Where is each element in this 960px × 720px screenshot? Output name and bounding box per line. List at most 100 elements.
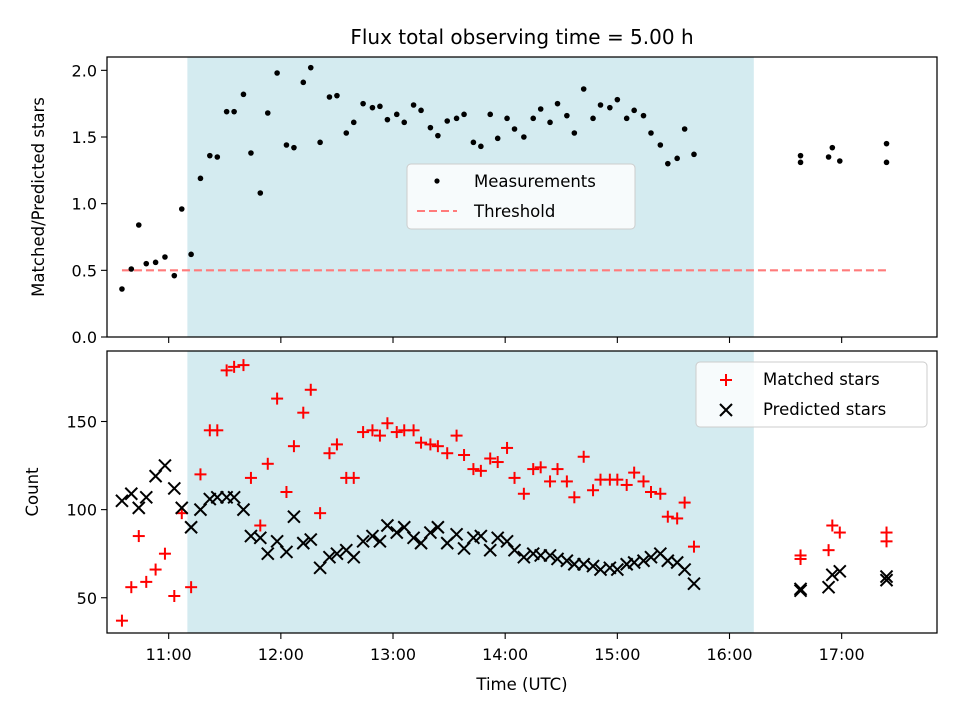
- predicted-star-point: [474, 529, 488, 543]
- measurement-point: [631, 107, 637, 114]
- measurement-point: [178, 206, 185, 212]
- x-tick-label: 14:00: [482, 645, 528, 664]
- measurement-point: [369, 104, 376, 111]
- top-x-ticks: [168, 337, 843, 343]
- matched-star-point: [132, 530, 145, 543]
- predicted-star-point: [879, 569, 894, 584]
- predicted-star-point: [490, 531, 505, 545]
- measurement-point: [487, 111, 494, 118]
- measurement-point: [231, 108, 237, 115]
- predicted-star-point: [431, 520, 445, 534]
- measurement-point: [453, 115, 460, 122]
- measurement-point: [128, 266, 135, 272]
- predicted-star-point: [158, 458, 172, 473]
- measurement-point: [418, 107, 424, 114]
- bottom-y-tick-label: 150: [66, 413, 97, 432]
- x-axis: 11:00 12:00 13:00 14:00 15:00 16:00 17:00: [146, 633, 865, 664]
- matched-star-point: [330, 438, 343, 451]
- measurement-point: [521, 134, 527, 140]
- x-tick-label: 12:00: [258, 645, 304, 664]
- predicted-star-point: [636, 554, 651, 568]
- measurement-point: [384, 116, 391, 123]
- measurement-point: [119, 286, 125, 292]
- matched-star-point: [228, 360, 241, 373]
- matched-star-point: [628, 466, 641, 479]
- x-tick-label: 17:00: [819, 645, 865, 664]
- x-tick-label: 15:00: [594, 645, 640, 664]
- measurement-point: [300, 79, 307, 86]
- matched-star-point: [484, 452, 497, 465]
- bottom-legend-box: [695, 361, 928, 428]
- top-axes-frame: [106, 56, 938, 338]
- measurement-point: [152, 259, 159, 266]
- predicted-star-point: [833, 564, 847, 579]
- matched-star-point: [678, 496, 691, 509]
- measurement-point: [797, 152, 804, 159]
- matched-star-point: [527, 463, 540, 476]
- measurement-point: [836, 158, 843, 164]
- matched-star-point: [560, 475, 573, 488]
- matched-star-point: [587, 484, 600, 497]
- measurement-point: [223, 108, 230, 115]
- predicted-star-point: [380, 518, 395, 533]
- predicted-star-point: [825, 568, 840, 582]
- matched-star-point: [794, 552, 807, 565]
- top-y-tick-label: 0.0: [72, 328, 97, 347]
- top-y-tick-label: 2.0: [72, 61, 97, 80]
- matched-star-point: [431, 440, 444, 453]
- matched-star-point: [297, 406, 310, 419]
- predicted-star-point: [227, 490, 241, 504]
- measurement-point: [504, 115, 510, 122]
- measurement-point: [597, 102, 604, 108]
- matched-star-point: [261, 457, 274, 470]
- predicted-star-point: [167, 481, 182, 496]
- measurement-point: [135, 222, 142, 228]
- measurement-point: [657, 142, 664, 148]
- predicted-star-point: [261, 546, 275, 561]
- top-y-tick-label: 1.5: [72, 128, 97, 147]
- predicted-star-point: [287, 509, 301, 524]
- matched-star-point: [407, 424, 420, 437]
- measurement-point: [883, 140, 890, 147]
- matched-star-point: [347, 471, 360, 484]
- x-tick-label: 16:00: [706, 645, 752, 664]
- predicted-star-point: [406, 531, 421, 545]
- predicted-star-point: [322, 550, 337, 564]
- measurement-point: [248, 150, 254, 156]
- matched-star-point: [833, 526, 846, 539]
- matched-star-point: [287, 440, 300, 453]
- matched-star-point: [441, 447, 454, 460]
- matched-star-point: [508, 471, 521, 484]
- observing-window-band: [187, 351, 754, 633]
- top-legend-box: [406, 163, 636, 230]
- measurement-point: [274, 70, 280, 76]
- predicted-star-point: [821, 580, 836, 594]
- legend-measurements-marker: [434, 178, 440, 184]
- matched-star-point: [373, 429, 386, 442]
- measurement-point: [444, 118, 451, 124]
- measurement-point: [607, 104, 613, 111]
- matched-star-point: [474, 464, 487, 477]
- measurement-point: [377, 103, 383, 110]
- predicted-star-point: [677, 562, 692, 577]
- matched-star-point: [304, 383, 317, 396]
- measurement-point: [334, 92, 340, 99]
- matched-star-point: [611, 473, 624, 486]
- top-y-axis-label: Matched/Predicted stars: [29, 97, 48, 297]
- measurement-point: [530, 115, 537, 122]
- measurement-point: [640, 112, 647, 119]
- measurement-point: [257, 190, 264, 196]
- predicted-star-point: [390, 525, 404, 540]
- predicted-star-point: [304, 532, 318, 547]
- measurement-point: [825, 154, 832, 160]
- matched-star-point: [568, 491, 581, 504]
- measurement-point: [188, 251, 194, 258]
- top-y-tick-label: 0.5: [72, 261, 97, 280]
- measurement-point: [665, 160, 671, 167]
- matched-star-point: [244, 471, 257, 484]
- matched-star-point: [185, 581, 198, 594]
- measurement-point: [829, 144, 836, 151]
- matched-star-point: [140, 575, 153, 588]
- predicted-star-point: [184, 520, 198, 534]
